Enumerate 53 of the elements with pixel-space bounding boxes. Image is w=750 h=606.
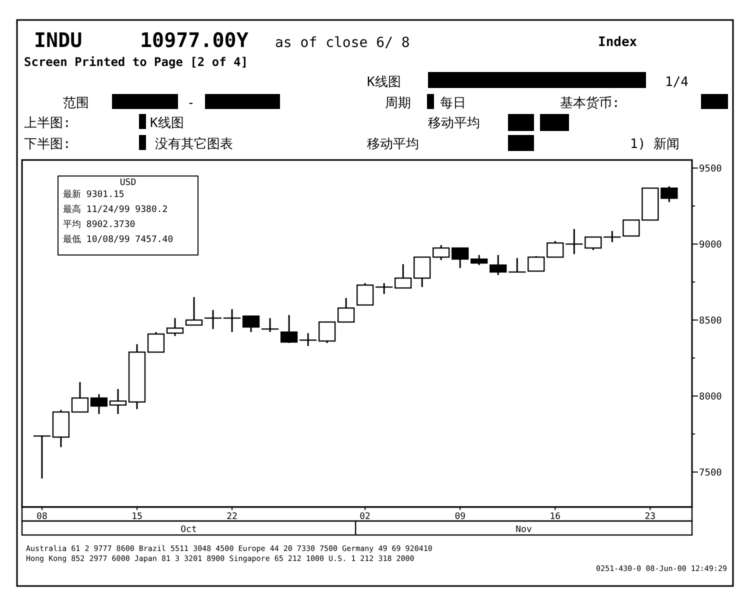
x-tick-label: 23: [644, 512, 656, 522]
candlestick: [452, 247, 469, 269]
text: Nov: [516, 525, 532, 535]
text: INDU: [34, 28, 82, 52]
text: 范围: [63, 96, 89, 111]
x-tick-label: 08: [36, 512, 48, 522]
text: 周期: [385, 96, 411, 111]
text: 上半图:: [24, 116, 71, 131]
text: 基本货币:: [560, 96, 620, 111]
y-tick-label: 9500: [699, 164, 722, 175]
text: 移动平均: [428, 116, 480, 131]
candlestick: [71, 381, 89, 413]
annotation: 平均 8902.3730: [63, 219, 136, 230]
candlestick: [242, 315, 260, 333]
candlestick: [109, 388, 127, 415]
text: 1/4: [665, 75, 689, 90]
x-tick-label: 09: [454, 512, 466, 522]
text: 1) 新闻: [630, 137, 680, 152]
candlestick: [90, 393, 108, 415]
text: Screen Printed to Page [2 of 4]: [24, 55, 248, 69]
candlestick: [280, 314, 298, 344]
text: 移动平均: [367, 137, 419, 152]
x-tick-label: 15: [132, 512, 142, 522]
y-tick-label: 9000: [699, 240, 722, 251]
text: as of close 6/ 8: [275, 35, 410, 51]
x-tick-label: 02: [360, 512, 370, 522]
candlestick: [490, 254, 507, 276]
candlestick: [414, 256, 431, 288]
text: Oct: [180, 525, 197, 535]
candlestick: [604, 230, 621, 243]
text: K线图: [367, 75, 401, 90]
candlestick: [185, 296, 203, 326]
text: 10977.00Y: [140, 28, 248, 52]
candlestick: [52, 409, 70, 448]
x-tick-label: 22: [226, 512, 238, 522]
candlestick: [166, 317, 184, 337]
text: 下半图:: [24, 137, 71, 152]
text: 没有其它图表: [155, 136, 233, 152]
annotation: USD: [120, 178, 136, 188]
y-tick-label: 7500: [699, 468, 722, 479]
x-tick-label: 16: [550, 512, 561, 522]
y-tick-label: 8000: [699, 392, 722, 403]
text: Index: [598, 35, 638, 50]
annotation: 最高 11/24/99 9380.2: [63, 204, 168, 215]
candlestick: [394, 263, 412, 289]
text: 每日: [440, 96, 466, 111]
text: -: [187, 96, 195, 111]
annotation: 最低 10/08/99 7457.40: [63, 234, 174, 245]
text: K线图: [150, 116, 184, 131]
candlestick: [128, 343, 146, 410]
annotation: 最新 9301.15: [63, 189, 124, 200]
y-tick-label: 8500: [699, 316, 722, 327]
candlestick: [337, 297, 355, 323]
